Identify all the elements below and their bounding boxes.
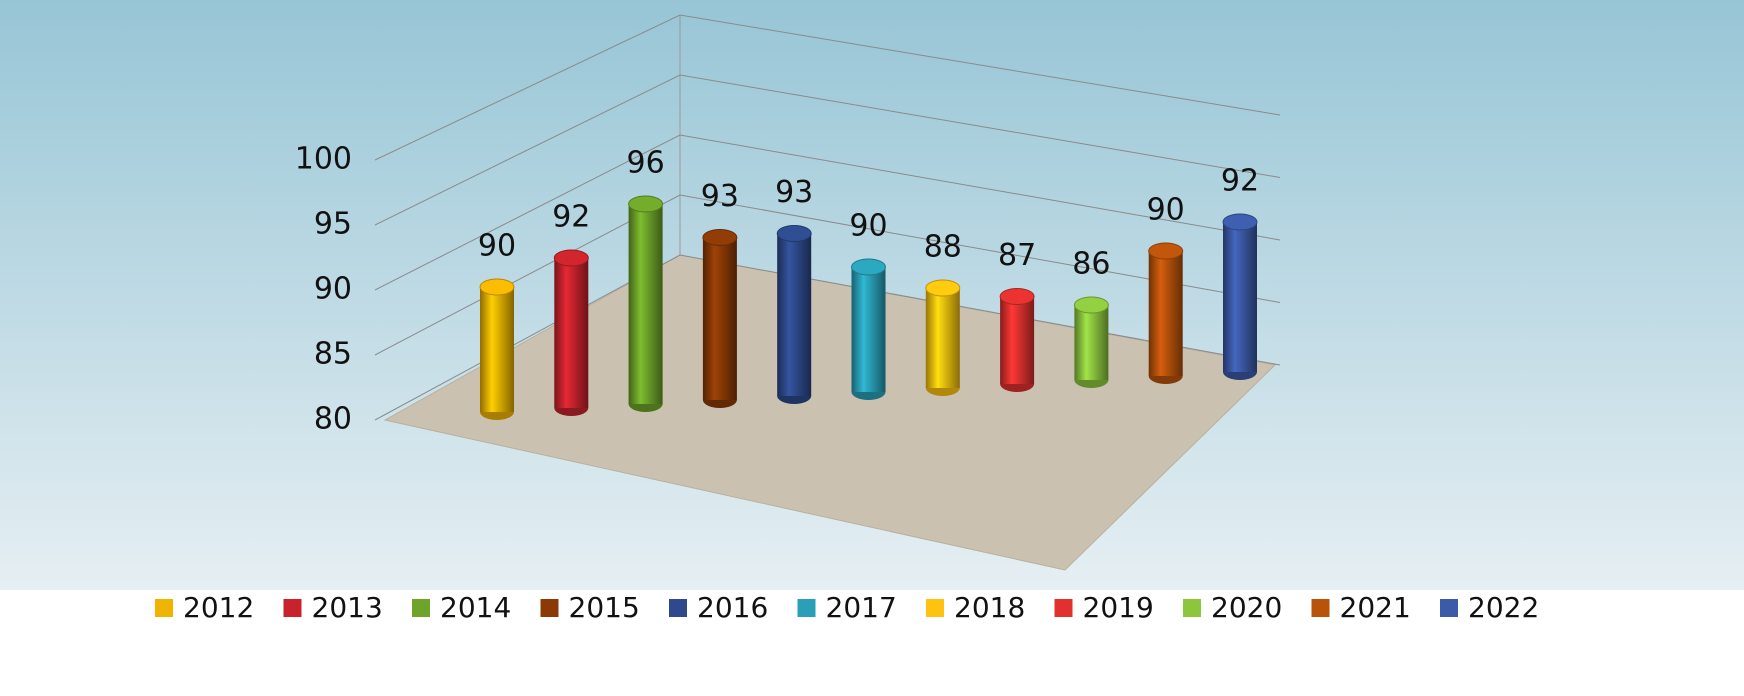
bar (1000, 296, 1035, 384)
legend-swatch (926, 599, 944, 617)
data-label: 92 (552, 200, 590, 235)
legend-label: 2021 (1340, 591, 1411, 624)
bar-top (1148, 242, 1184, 260)
data-label: 86 (1072, 247, 1110, 282)
grid-line (374, 194, 1281, 356)
y-tick-label: 80 (314, 402, 352, 437)
y-tick-label: 85 (314, 337, 352, 372)
bar-top (702, 229, 738, 246)
legend-swatch (1440, 599, 1458, 617)
bar-top (628, 195, 664, 213)
data-label: 90 (478, 229, 516, 264)
legend-label: 2017 (826, 591, 897, 624)
legend-label: 2015 (569, 591, 640, 624)
bar (702, 237, 737, 400)
data-label: 90 (1147, 193, 1185, 228)
data-label: 88 (924, 230, 962, 265)
bar (777, 233, 812, 396)
bar (628, 204, 663, 404)
y-tick-label: 100 (295, 142, 352, 177)
bar-top (1222, 213, 1258, 231)
legend-swatch (1183, 599, 1201, 617)
bar-top (553, 249, 589, 267)
bar (480, 287, 514, 412)
legend-label: 2012 (183, 591, 254, 624)
y-tick-label: 95 (314, 207, 352, 242)
bar (1223, 222, 1257, 372)
bar-top (776, 225, 812, 242)
legend-swatch (1054, 599, 1073, 617)
legend-swatch (155, 599, 173, 617)
data-label: 90 (849, 209, 887, 244)
data-label: 93 (701, 179, 739, 214)
legend-swatch (283, 599, 302, 617)
legend-label: 2016 (697, 591, 768, 624)
legend-label: 2014 (440, 591, 511, 624)
legend-swatch (797, 599, 816, 617)
bar (1074, 305, 1109, 380)
y-tick-label: 90 (314, 272, 352, 307)
legend-label: 2020 (1211, 591, 1282, 624)
bar (1148, 251, 1183, 376)
bar-top (479, 278, 515, 296)
grid-line (374, 74, 1281, 226)
bar-top (1073, 296, 1109, 314)
data-label: 92 (1221, 164, 1259, 199)
bar (851, 267, 886, 392)
legend-label: 2022 (1468, 591, 1539, 624)
data-label: 96 (627, 146, 665, 181)
data-label: 87 (998, 238, 1036, 273)
bar-top (999, 288, 1035, 305)
grid-line (374, 14, 1281, 161)
legend-label: 2013 (312, 591, 383, 624)
data-label: 93 (775, 175, 813, 210)
bar-top (925, 279, 961, 297)
legend-label: 2019 (1083, 591, 1154, 624)
bar (925, 288, 960, 388)
legend-swatch (412, 599, 430, 617)
legend-swatch (1311, 599, 1330, 617)
legend-label: 2018 (954, 591, 1025, 624)
bar (554, 258, 589, 408)
grid-line (374, 134, 1281, 291)
legend-swatch (540, 599, 559, 617)
bar-top (851, 258, 886, 276)
legend-swatch (669, 599, 687, 617)
